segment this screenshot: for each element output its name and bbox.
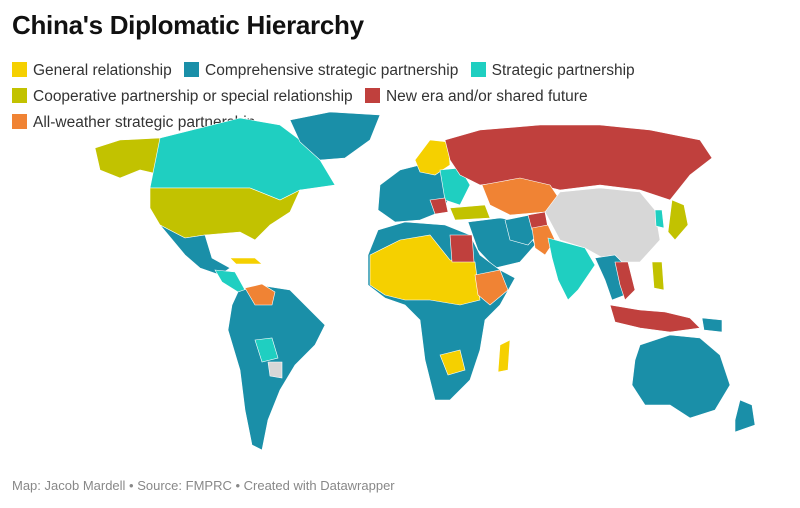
region-bolivia	[254, 337, 279, 363]
region-philippines	[651, 261, 665, 291]
region-paraguay	[267, 361, 283, 379]
legend-label: All-weather strategic partnership	[33, 114, 256, 131]
region-china	[544, 187, 661, 263]
region-caribbean	[229, 257, 263, 265]
world-map	[94, 111, 756, 451]
legend-swatch	[184, 62, 200, 77]
region-turkey	[449, 204, 491, 221]
region-new-zealand	[734, 399, 756, 433]
region-venezuela	[244, 283, 276, 306]
legend-swatch	[364, 88, 380, 103]
region-egypt	[449, 234, 475, 263]
region-vietnam	[614, 261, 636, 301]
legend-label: Cooperative partnership or special relat…	[33, 88, 353, 105]
legend-item-general: General relationship	[12, 58, 172, 84]
legend-item-all-weather: All-weather strategic partnership	[12, 110, 255, 136]
legend-item-strategic: Strategic partnership	[470, 58, 635, 84]
legend-item-new-era: New era and/or shared future	[364, 84, 588, 110]
region-russia	[444, 124, 713, 201]
legend-label: New era and/or shared future	[385, 88, 588, 105]
legend-item-comprehensive: Comprehensive strategic partnership	[184, 58, 458, 84]
region-southern-africa	[439, 349, 466, 376]
region-balkans	[429, 197, 449, 215]
region-sahel	[369, 234, 481, 306]
legend-label: Comprehensive strategic partnership	[205, 62, 459, 79]
region-png	[701, 317, 723, 333]
region-central-america	[214, 269, 246, 293]
footer-source: Map: Jacob Mardell • Source: FMPRC • Cre…	[12, 478, 395, 493]
region-india	[547, 237, 596, 301]
legend-swatch	[12, 62, 27, 77]
region-korea	[654, 209, 665, 229]
region-indonesia	[609, 304, 701, 333]
region-ethiopia	[474, 269, 509, 306]
page-title: China's Diplomatic Hierarchy	[12, 10, 364, 40]
region-mexico	[159, 224, 231, 276]
legend: General relationship Comprehensive strat…	[12, 58, 792, 136]
legend-item-cooperative: Cooperative partnership or special relat…	[12, 84, 353, 110]
region-australia	[631, 334, 731, 419]
legend-swatch	[12, 114, 27, 129]
region-madagascar	[497, 339, 511, 373]
legend-label: General relationship	[33, 62, 172, 79]
region-scandinavia	[414, 139, 451, 176]
region-japan	[667, 199, 689, 241]
legend-swatch	[12, 88, 27, 103]
region-greenland	[289, 111, 381, 161]
legend-swatch	[470, 62, 486, 77]
legend-label: Strategic partnership	[491, 62, 635, 79]
region-alaska	[94, 137, 163, 179]
